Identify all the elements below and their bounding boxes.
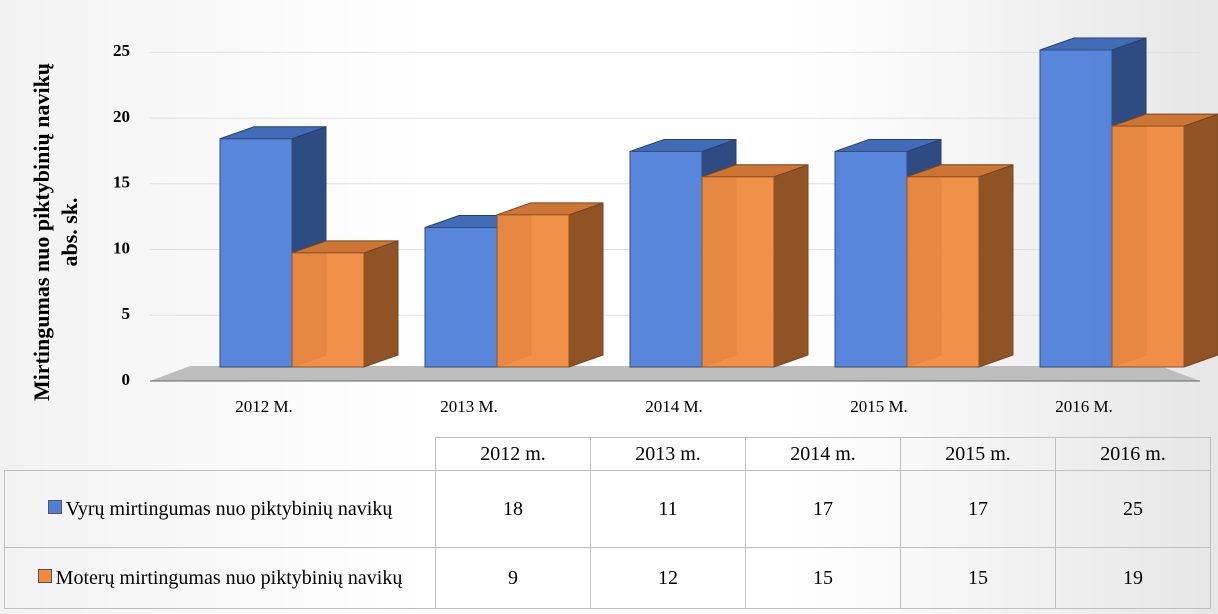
legend-label: Moterų mirtingumas nuo piktybinių navikų [55,567,403,589]
table-value: 17 [745,470,901,548]
table-header: 2016 m. [1055,437,1211,471]
bar-front [906,176,980,368]
table-value: 18 [435,470,591,548]
bar-front [1111,125,1185,368]
chart: Mirtingumas nuo piktybinių navikų abs. s… [29,37,1218,416]
bar-front [834,150,908,368]
table-row: Moterų mirtingumas nuo piktybinių navikų… [4,547,1211,609]
table-value: 15 [745,547,901,609]
table-value: 25 [1055,470,1211,548]
y-tick-label: 0 [122,370,131,389]
bar-front [1039,49,1113,368]
table-value: 9 [435,547,591,609]
bar-side [978,164,1014,368]
y-axis-label: abs. sk. [57,197,82,266]
table-value: 15 [900,547,1056,609]
legend-swatch [47,500,62,514]
bar [701,164,809,368]
bar [906,164,1014,368]
y-tick-label: 25 [113,41,130,60]
floor [150,366,1200,381]
x-tick-label: 2015 M. [850,397,908,416]
bar [1111,113,1218,368]
y-tick-label: 10 [113,238,130,257]
x-tick-label: 2012 M. [235,397,293,416]
x-tick-label: 2014 M. [645,397,703,416]
bar-side [773,164,809,368]
table-row: Vyrų mirtingumas nuo piktybinių navikų 18… [4,470,1211,548]
table-value: 19 [1055,547,1211,609]
table-header: 2013 m. [590,437,746,471]
legend-label: Vyrų mirtingumas nuo piktybinių navikų [65,498,393,520]
bar [496,202,604,368]
y-tick-label: 15 [113,173,130,192]
data-table: 2012 m. 2013 m. 2014 m. 2015 m. 2016 m. Vyrų … [4,437,1211,609]
table-header-row: 2012 m. 2013 m. 2014 m. 2015 m. 2016 m. [5,437,1211,471]
bar-front [701,176,775,368]
legend-cell: Moterų mirtingumas nuo piktybinių navikų [4,547,436,609]
bar-front [424,227,498,368]
table-header: 2014 m. [745,437,901,471]
bar-side [363,240,399,368]
table-value: 11 [590,470,746,548]
table-header: 2012 m. [435,437,591,471]
bar-front [496,214,570,368]
legend-cell: Vyrų mirtingumas nuo piktybinių navikų [4,470,436,548]
bar-front [219,138,293,368]
bar-front [629,150,703,368]
table-header: 2015 m. [900,437,1056,471]
bar-side [568,202,604,368]
y-axis-label: Mirtingumas nuo piktybinių navikų [29,63,54,401]
x-tick-label: 2013 M. [440,397,498,416]
x-tick-label: 2016 M. [1055,397,1113,416]
y-tick-label: 20 [113,107,130,126]
bar [291,240,399,368]
bar-side [1183,113,1218,368]
table-corner [5,438,436,471]
bar-front [291,252,365,368]
y-tick-label: 5 [122,304,131,323]
table-value: 12 [590,547,746,609]
table-value: 17 [900,470,1056,548]
legend-swatch [37,569,52,583]
